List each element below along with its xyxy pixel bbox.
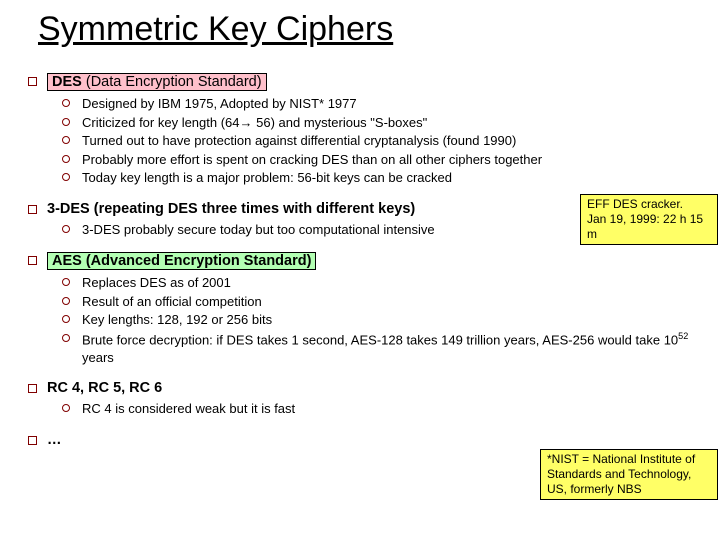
callout-eff: EFF DES cracker.Jan 19, 1999: 22 h 15 m [580,194,718,245]
circle-bullet-icon [62,404,70,412]
callout-nist: *NIST = National Institute of Standards … [540,449,718,500]
heading-aes: AES (Advanced Encryption Standard) [47,252,316,270]
square-bullet-icon [28,384,37,393]
item-text: Key lengths: 128, 192 or 256 bits [82,311,692,329]
circle-bullet-icon [62,99,70,107]
section-dots: … [28,432,692,448]
circle-bullet-icon [62,334,70,342]
list-item: Criticized for key length (64→ 56) and m… [62,114,692,132]
list-item: Probably more effort is spent on crackin… [62,151,692,169]
heading-des-rest: (Data Encryption Standard) [86,74,262,90]
item-text: RC 4 is considered weak but it is fast [82,400,692,418]
list-item: Replaces DES as of 2001 [62,274,692,292]
section-aes: AES (Advanced Encryption Standard) Repla… [28,252,692,366]
circle-bullet-icon [62,315,70,323]
section-head-dots: … [28,432,692,448]
item-text: Probably more effort is spent on crackin… [82,151,692,169]
square-bullet-icon [28,256,37,265]
list-item: Today key length is a major problem: 56-… [62,169,692,187]
list-item: Turned out to have protection against di… [62,132,692,150]
section-rc: RC 4, RC 5, RC 6 RC 4 is considered weak… [28,380,692,418]
circle-bullet-icon [62,173,70,181]
section-head-aes: AES (Advanced Encryption Standard) [28,252,692,270]
item-text: Brute force decryption: if DES takes 1 s… [82,330,692,366]
item-text: Result of an official competition [82,293,692,311]
square-bullet-icon [28,77,37,86]
item-text: Turned out to have protection against di… [82,132,692,150]
circle-bullet-icon [62,225,70,233]
item-text: Today key length is a major problem: 56-… [82,169,692,187]
heading-des-bold: DES [52,74,82,90]
item-text: Criticized for key length (64→ 56) and m… [82,114,692,132]
list-item: Designed by IBM 1975, Adopted by NIST* 1… [62,95,692,113]
item-text: Designed by IBM 1975, Adopted by NIST* 1… [82,95,692,113]
list-item: RC 4 is considered weak but it is fast [62,400,692,418]
square-bullet-icon [28,436,37,445]
circle-bullet-icon [62,136,70,144]
sublist-rc: RC 4 is considered weak but it is fast [62,400,692,418]
page-title: Symmetric Key Ciphers [38,10,692,49]
list-item: Key lengths: 128, 192 or 256 bits [62,311,692,329]
list-item: Brute force decryption: if DES takes 1 s… [62,330,692,366]
list-item: Result of an official competition [62,293,692,311]
heading-des: DES (Data Encryption Standard) [47,73,267,91]
section-head-rc: RC 4, RC 5, RC 6 [28,380,692,396]
circle-bullet-icon [62,155,70,163]
sublist-aes: Replaces DES as of 2001 Result of an off… [62,274,692,366]
sublist-des: Designed by IBM 1975, Adopted by NIST* 1… [62,95,692,187]
heading-tripledes: 3-DES (repeating DES three times with di… [47,201,415,217]
circle-bullet-icon [62,118,70,126]
circle-bullet-icon [62,297,70,305]
circle-bullet-icon [62,278,70,286]
section-des: DES (Data Encryption Standard) Designed … [28,73,692,187]
square-bullet-icon [28,205,37,214]
section-head-des: DES (Data Encryption Standard) [28,73,692,91]
item-text: Replaces DES as of 2001 [82,274,692,292]
heading-rc: RC 4, RC 5, RC 6 [47,380,162,396]
heading-dots: … [47,432,62,448]
